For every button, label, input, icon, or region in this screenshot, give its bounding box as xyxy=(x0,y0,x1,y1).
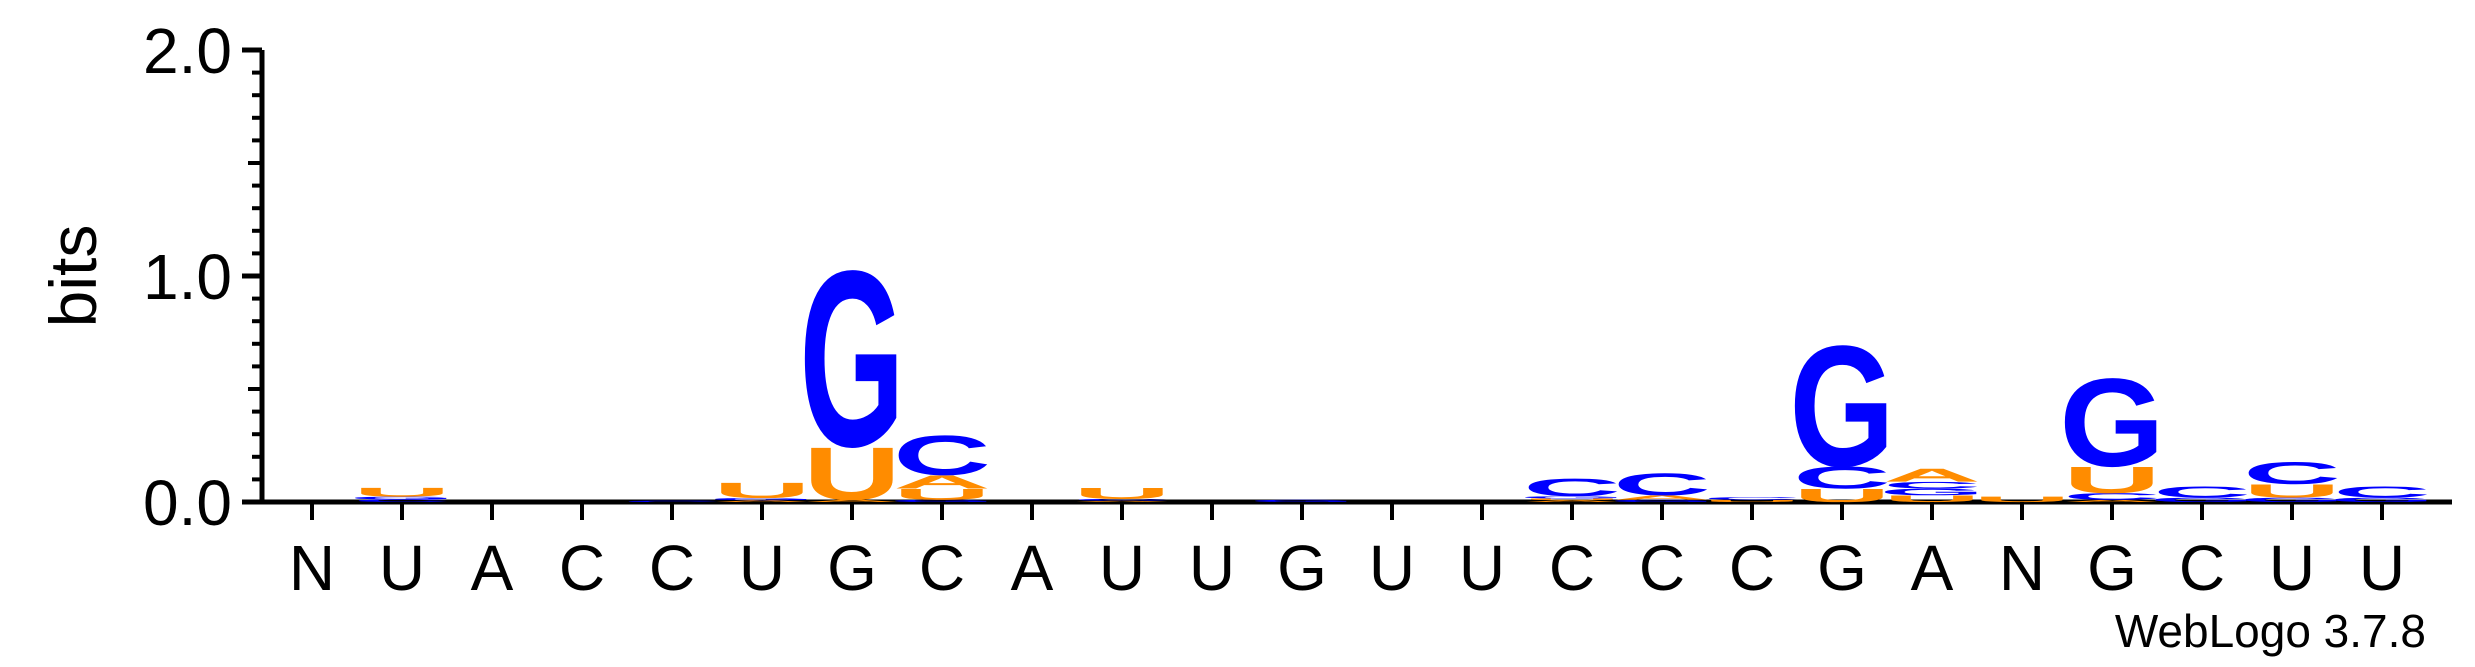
logo-letter-U: U xyxy=(1523,498,1621,501)
logo-letter-G: G xyxy=(1879,487,1984,497)
y-axis-label: bits xyxy=(36,225,110,328)
logo-letter-A: A xyxy=(713,500,811,503)
logo-letter-G: G xyxy=(2059,352,2164,492)
logo-letter-G: G xyxy=(1249,499,1354,503)
x-tick-label: U xyxy=(1099,532,1145,604)
logo-letter-C: C xyxy=(2063,491,2161,501)
axes: bits xyxy=(36,50,2452,505)
logo-letter-A: A xyxy=(1883,465,1981,486)
logo-letter-G: G xyxy=(1609,499,1714,503)
x-tick-label: U xyxy=(1459,532,1505,604)
y-tick-label: 0.0 xyxy=(143,467,232,539)
x-tick-label: N xyxy=(289,532,335,604)
logo-letter-A: A xyxy=(1523,500,1621,503)
logo-letter-C: C xyxy=(1793,460,1891,495)
y-tick-label: 1.0 xyxy=(143,241,232,313)
logo-letter-U: U xyxy=(893,486,991,503)
logo-letter-G: G xyxy=(889,499,994,503)
logo-letter-U: U xyxy=(1073,485,1171,502)
logo-letter-C: C xyxy=(1073,498,1171,501)
logo-letter-C: C xyxy=(623,500,721,502)
logo-letter-C: C xyxy=(353,499,451,503)
logo-letter-C: C xyxy=(1703,496,1801,500)
x-tick-label: C xyxy=(1729,532,1775,604)
x-tick-label: G xyxy=(1277,532,1327,604)
logo-letter-A: A xyxy=(803,499,901,503)
logo-letter-C: C xyxy=(2333,483,2431,500)
x-tick-label: C xyxy=(919,532,965,604)
x-tick-label: C xyxy=(2179,532,2225,604)
logo-letter-U: U xyxy=(353,485,451,499)
logo-letter-G: G xyxy=(349,496,454,500)
y-tick-label: 2.0 xyxy=(143,15,232,87)
logo-letter-G: G xyxy=(2149,496,2254,503)
logo-letter-U: U xyxy=(713,478,811,503)
logo-letter-G: G xyxy=(1519,496,1624,500)
logo-letter-C: C xyxy=(1523,473,1621,501)
logo-letter-A: A xyxy=(893,472,991,493)
logo-letter-C: C xyxy=(1883,480,1981,490)
x-tick-label: C xyxy=(559,532,605,604)
weblogo-credit: WebLogo 3.7.8 xyxy=(2115,605,2426,657)
logo-letter-C: C xyxy=(2153,483,2251,500)
x-tick-label: U xyxy=(379,532,425,604)
logo-letter-U: U xyxy=(1973,495,2071,504)
logo-letter-C: C xyxy=(1613,467,1711,502)
logo-letter-U: U xyxy=(1883,494,1981,504)
x-tick-label: C xyxy=(649,532,695,604)
logo-letter-U: U xyxy=(2063,459,2161,501)
x-tick-label: A xyxy=(1011,532,1054,604)
logo-letter-U: U xyxy=(2243,481,2341,502)
x-tick-label: U xyxy=(2269,532,2315,604)
logo-letter-G: G xyxy=(2239,496,2344,503)
x-tick-label: G xyxy=(1817,532,1867,604)
x-tick-label: G xyxy=(827,532,877,604)
logo-letter-U: U xyxy=(1793,485,1891,506)
logo-letter-C: C xyxy=(893,424,991,487)
logo-letter-A: A xyxy=(1073,500,1171,502)
logo-letter-G: G xyxy=(799,218,904,499)
x-tick-label: C xyxy=(1639,532,1685,604)
x-tick-label: A xyxy=(1911,532,1954,604)
y-ticks: 0.0 1.0 2.0 xyxy=(143,15,262,539)
logo-letter-A: A xyxy=(1613,494,1711,501)
x-tick-label: U xyxy=(1189,532,1235,604)
logo-letter-U: U xyxy=(1703,499,1801,503)
x-tick-label: U xyxy=(1369,532,1415,604)
x-tick-label: U xyxy=(2359,532,2405,604)
logo-letter-G: G xyxy=(1789,310,1894,502)
x-tick-label: C xyxy=(1549,532,1595,604)
logo-letter-G: G xyxy=(709,497,814,501)
x-tick-label: A xyxy=(471,532,514,604)
logo-letter-A: A xyxy=(2063,499,2161,503)
x-tick-label: N xyxy=(1999,532,2045,604)
logo-letter-G: G xyxy=(2329,496,2434,503)
x-tick-label: G xyxy=(2087,532,2137,604)
x-tick-label: U xyxy=(739,532,785,604)
logo-letter-C: C xyxy=(2243,456,2341,491)
